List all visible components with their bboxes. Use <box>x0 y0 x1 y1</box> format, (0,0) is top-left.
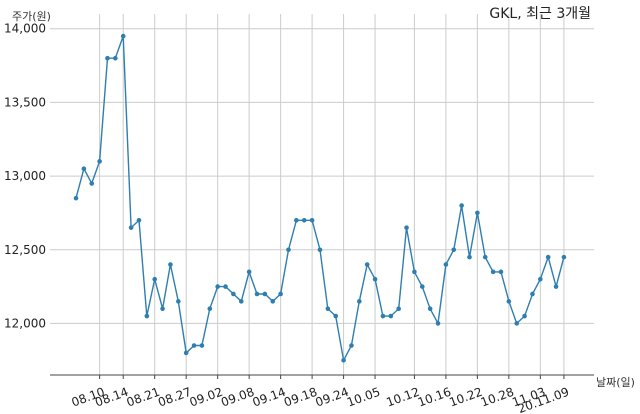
data-point <box>152 276 157 282</box>
data-point <box>412 269 417 275</box>
data-point <box>357 299 362 304</box>
data-point <box>333 313 339 319</box>
data-point <box>475 210 480 216</box>
data-point <box>215 284 220 289</box>
y-tick-label: 13,500 <box>4 95 46 109</box>
data-point <box>89 181 95 186</box>
data-point <box>176 299 181 304</box>
data-point <box>231 291 236 297</box>
data-point <box>199 343 205 348</box>
data-point <box>538 276 543 282</box>
data-point <box>254 291 260 297</box>
data-point <box>120 33 126 39</box>
data-point <box>73 195 79 201</box>
x-axis-label: 날짜(일) <box>596 375 635 389</box>
data-point <box>278 291 283 297</box>
data-point <box>105 55 110 61</box>
data-point <box>97 159 102 164</box>
data-point <box>207 306 213 311</box>
data-point <box>380 313 386 319</box>
price-line <box>75 35 565 363</box>
x-tick-label: 10.05 <box>345 385 382 410</box>
data-point <box>113 55 118 61</box>
data-point <box>561 254 567 260</box>
data-point <box>372 276 378 282</box>
data-point <box>262 291 268 297</box>
y-tick-label: 12,000 <box>4 316 46 330</box>
data-point <box>270 299 276 304</box>
data-point <box>443 262 449 267</box>
data-point <box>553 284 559 289</box>
series-layer <box>73 33 567 363</box>
data-point <box>238 299 244 304</box>
x-axis: 08.1008.1408.2108.2709.0209.0809.1409.18… <box>50 374 594 414</box>
data-point <box>490 269 496 275</box>
y-tick-label: 12,500 <box>4 243 46 257</box>
data-point <box>364 262 370 267</box>
data-point <box>451 247 457 253</box>
data-point <box>506 299 512 304</box>
data-point <box>81 166 87 172</box>
data-point <box>128 225 134 230</box>
data-point <box>435 321 441 326</box>
y-tick-label: 14,000 <box>4 22 46 36</box>
y-tick-label: 13,000 <box>4 169 46 183</box>
data-point <box>301 217 307 223</box>
y-axis: 12,000 12,500 13,000 13,500 14,000 <box>4 22 46 331</box>
data-point <box>427 306 433 311</box>
chart-title: GKL, 최근 3개월 <box>489 6 591 22</box>
grid-lines <box>50 14 594 375</box>
data-point <box>349 343 354 348</box>
data-point <box>191 343 197 348</box>
data-point <box>341 357 346 363</box>
data-point <box>286 247 291 253</box>
data-point <box>168 262 173 267</box>
data-point <box>294 217 299 223</box>
data-point <box>309 217 315 223</box>
data-point <box>467 254 472 260</box>
data-point <box>545 254 551 260</box>
data-point <box>514 321 520 326</box>
data-point <box>396 306 401 311</box>
data-point <box>419 284 425 289</box>
data-point <box>404 225 409 230</box>
data-point <box>530 291 535 297</box>
data-point <box>223 284 228 289</box>
data-point <box>317 247 323 253</box>
data-point <box>183 350 189 356</box>
data-point <box>160 306 165 311</box>
data-point <box>325 306 331 311</box>
data-point <box>136 217 142 223</box>
data-point <box>522 313 527 319</box>
y-axis-label: 주가(원) <box>12 10 51 23</box>
data-point <box>246 269 252 275</box>
data-point <box>144 313 150 319</box>
data-point <box>459 203 464 208</box>
data-point <box>388 313 394 319</box>
data-point <box>498 269 504 275</box>
data-point <box>482 254 488 260</box>
